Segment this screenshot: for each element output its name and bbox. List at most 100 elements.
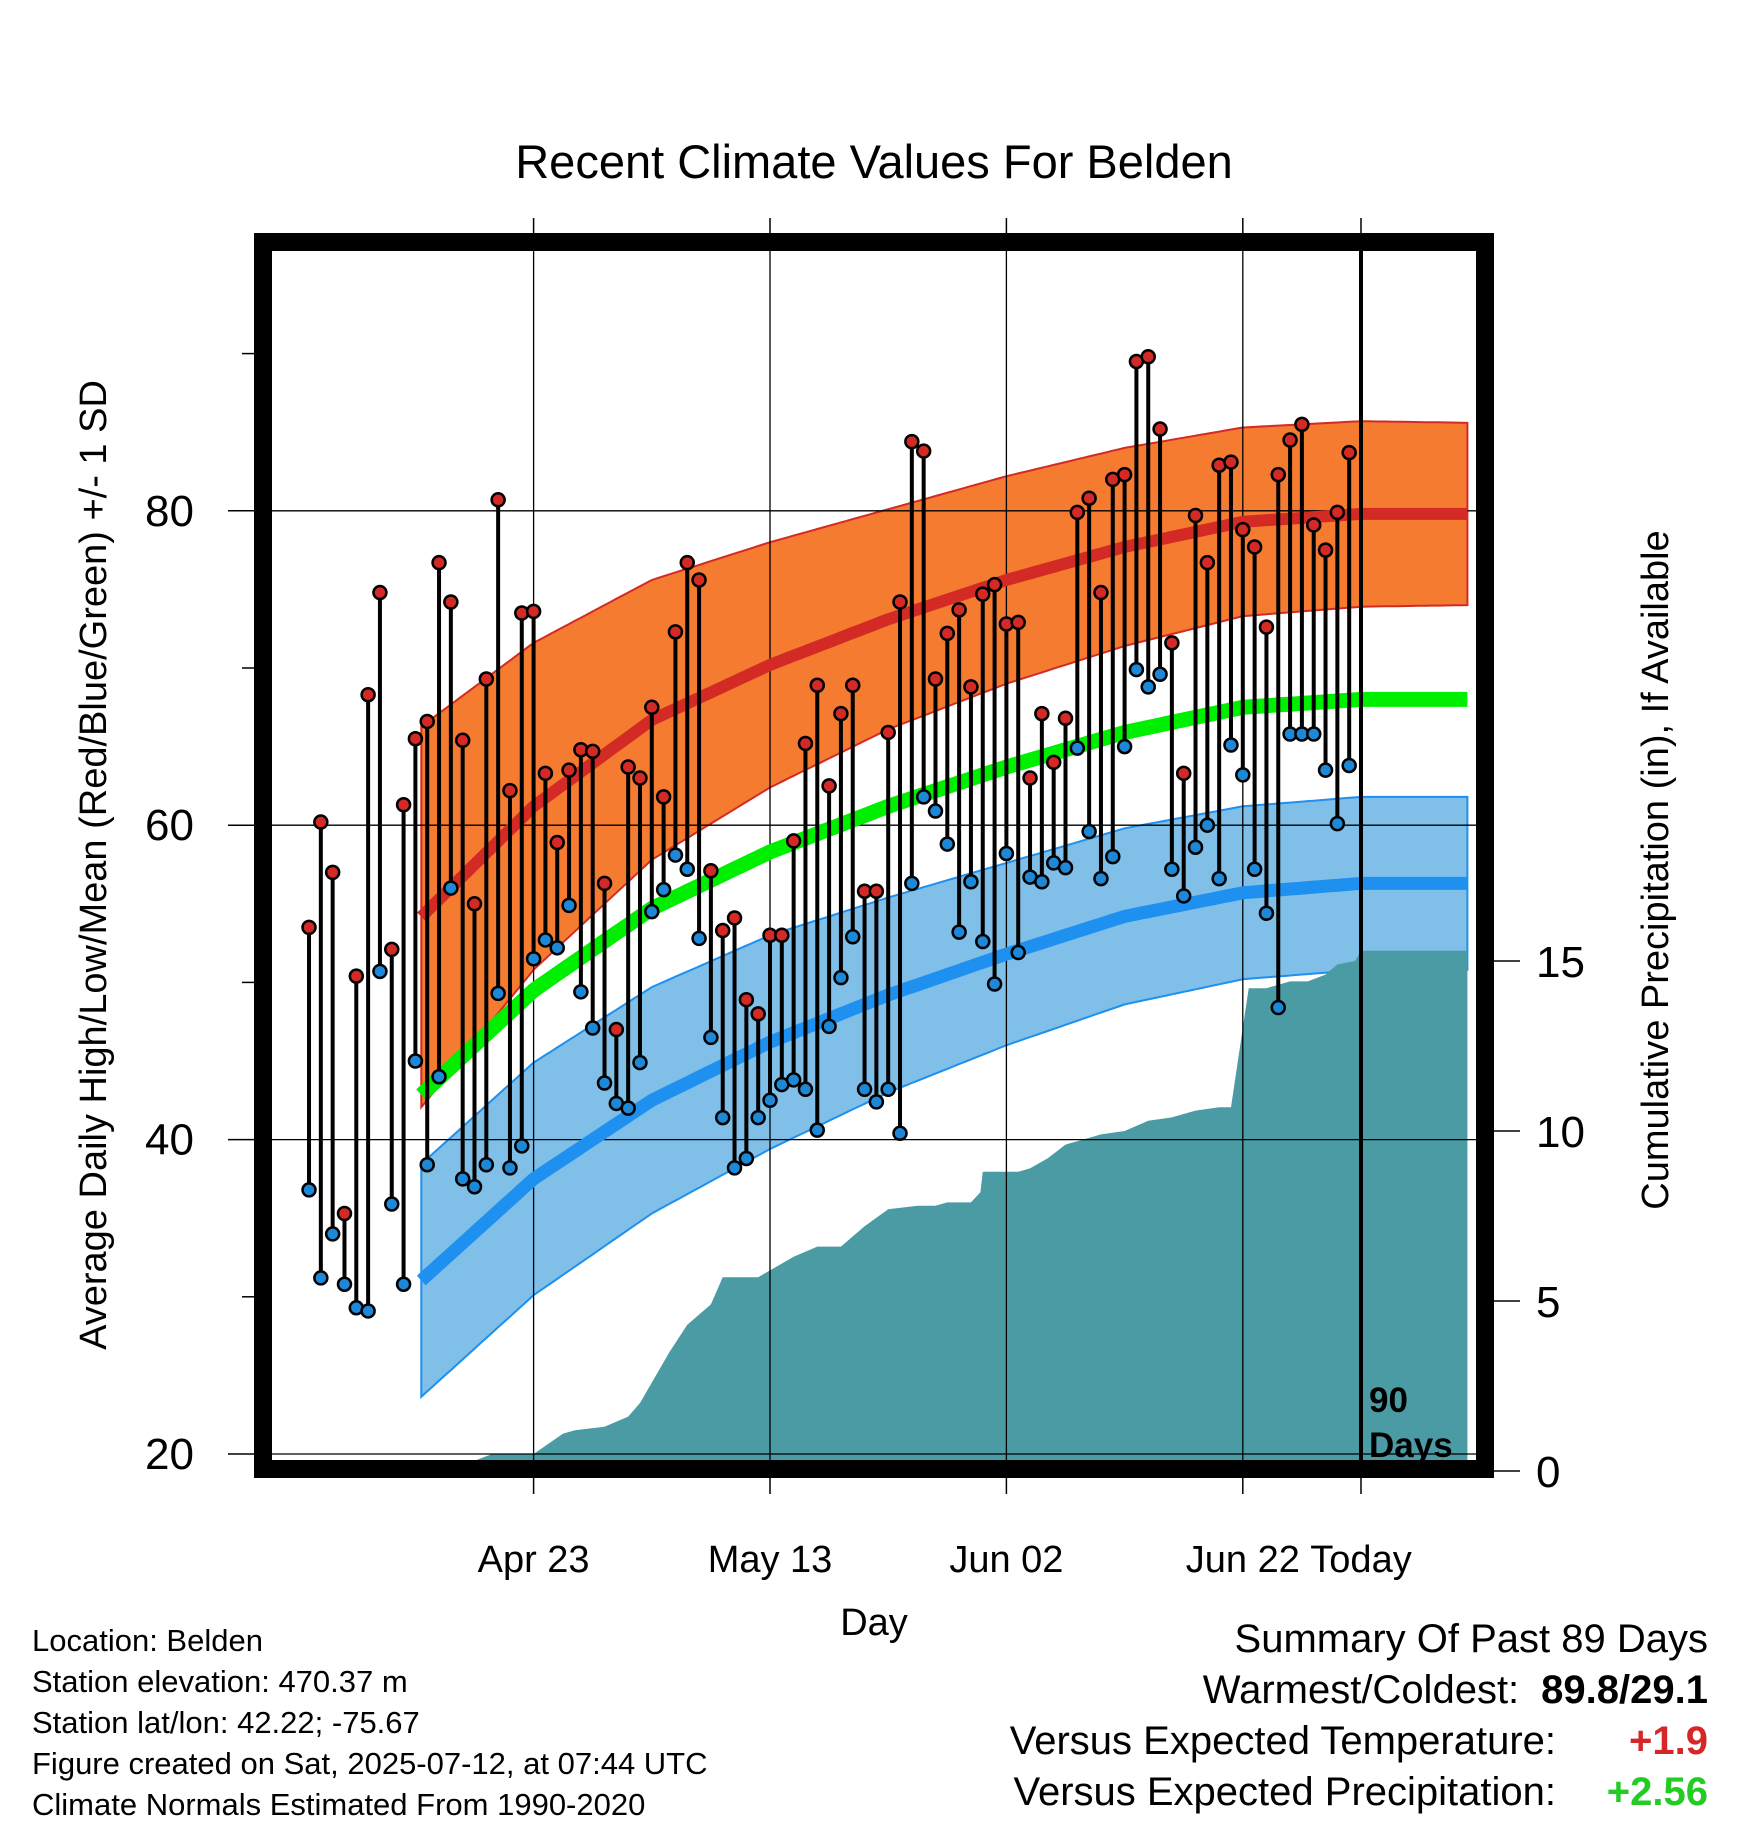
low-temp-point [525, 951, 542, 967]
low-temp-point [915, 789, 932, 805]
low-temp-point [856, 1081, 873, 1098]
today-label-days: Days [1369, 1426, 1453, 1465]
high-temp-point [1045, 754, 1062, 771]
low-temp-point [797, 1081, 814, 1098]
low-temp-point [1164, 861, 1180, 877]
high-temp-point [1093, 584, 1109, 601]
high-temp-point [738, 991, 755, 1008]
low-temp-point [573, 984, 589, 1000]
low-temp-point [537, 932, 554, 948]
high-temp-point [927, 671, 944, 687]
y-tick-label: 40 [145, 1116, 194, 1165]
high-temp-point [880, 724, 896, 741]
low-temp-point [927, 803, 944, 819]
plot-layer: 90 Days 20 40 60 80 0 5 10 15 Apr 23 May 13 Jun 02 Ju… [145, 218, 1585, 1581]
low-temp-point [750, 1109, 766, 1126]
high-temp-point [1258, 619, 1275, 635]
low-temp-point [986, 976, 1003, 992]
low-temp-point [1211, 870, 1227, 887]
low-temp-point [454, 1171, 471, 1187]
low-temp-point [679, 861, 696, 877]
high-temp-point [1069, 504, 1086, 521]
y-tick-label: 60 [145, 801, 194, 850]
high-temp-point [1341, 444, 1357, 461]
high-temp-point [1034, 705, 1050, 722]
high-temp-point [596, 875, 613, 892]
low-temp-point [939, 836, 956, 852]
summary-panel: Summary Of Past 89 Days Warmest/Coldest:… [1010, 1614, 1708, 1818]
normal-low-line [416, 876, 1468, 1286]
high-temp-point [1140, 348, 1156, 365]
low-temp-point [1128, 661, 1145, 678]
elevation-text: Station elevation: 470.37 m [32, 1664, 408, 1699]
high-temp-point [892, 594, 908, 610]
high-temp-point [691, 572, 707, 588]
low-temp-point [975, 933, 991, 950]
low-temp-point [1057, 859, 1074, 876]
low-temp-point [584, 1020, 601, 1036]
low-temp-point [1341, 757, 1357, 774]
low-temp-point [514, 1138, 530, 1154]
low-temp-point [726, 1160, 743, 1176]
y2-tick-label: 10 [1536, 1108, 1585, 1157]
low-temp-point [738, 1150, 755, 1167]
x-tick-label: May 13 [708, 1539, 833, 1581]
low-temp-point [714, 1109, 731, 1126]
normal-high-line [417, 507, 1468, 922]
low-temp-point [1187, 839, 1204, 855]
low-temp-point [998, 845, 1015, 862]
latlon-text: Station lat/lon: 42.22; -75.67 [32, 1705, 420, 1740]
low-temp-point [324, 1226, 341, 1242]
high-temp-point [632, 770, 648, 786]
low-temp-point [1199, 817, 1216, 833]
x-tick-label: Jun 02 [949, 1539, 1063, 1581]
high-temp-point [986, 576, 1003, 593]
high-temp-point [1199, 554, 1216, 571]
high-temp-point [821, 778, 837, 794]
temp-value: +1.9 [1629, 1719, 1708, 1763]
y-tick-label: 20 [145, 1430, 194, 1479]
low-temp-point [963, 874, 979, 890]
low-temp-point [844, 929, 861, 945]
low-temp-point [691, 930, 707, 947]
daily-points [301, 348, 1357, 1319]
low-temp-point [1116, 738, 1133, 755]
low-temp-point [762, 1092, 778, 1109]
high-temp-point [844, 677, 861, 694]
low-temp-point [419, 1157, 435, 1173]
high-temp-point [644, 699, 660, 716]
high-temp-point [336, 1205, 353, 1222]
high-temp-point [561, 762, 577, 778]
low-temp-point [561, 897, 577, 914]
high-temp-point [549, 834, 565, 851]
low-temp-point [1152, 666, 1168, 683]
high-temp-point [502, 782, 518, 799]
high-temp-point [655, 789, 672, 805]
high-temp-point [313, 814, 329, 830]
low-temp-point [596, 1075, 613, 1091]
high-temp-point [904, 433, 920, 450]
location-text: Location: Belden [32, 1623, 263, 1658]
normal-mean-line [416, 691, 1468, 1101]
low-temp-point [1329, 815, 1346, 832]
low-temp-point [785, 1072, 802, 1088]
low-temp-point [431, 1068, 447, 1085]
high-temp-point [679, 554, 696, 571]
low-temp-point [1270, 999, 1287, 1016]
high-temp-point [301, 919, 317, 936]
high-temp-point [348, 968, 365, 984]
daily-stems [307, 356, 1352, 1311]
y2-tick-label: 15 [1536, 938, 1585, 987]
y2-axis-label: Cumulative Precipitation (in), If Availa… [1635, 530, 1677, 1209]
high-temp-point [963, 679, 979, 695]
high-temp-point [1317, 542, 1334, 558]
low-temp-point [1246, 861, 1263, 877]
high-temp-point [975, 586, 991, 602]
low-temp-point [443, 880, 459, 896]
low-temp-point [833, 969, 849, 986]
today-label-90: 90 [1369, 1381, 1408, 1420]
high-temp-point [703, 863, 719, 879]
high-temp-point [1223, 454, 1239, 470]
high-temp-point [466, 896, 483, 912]
precip-row: Versus Expected Precipitation: +2.56 [1010, 1767, 1708, 1818]
